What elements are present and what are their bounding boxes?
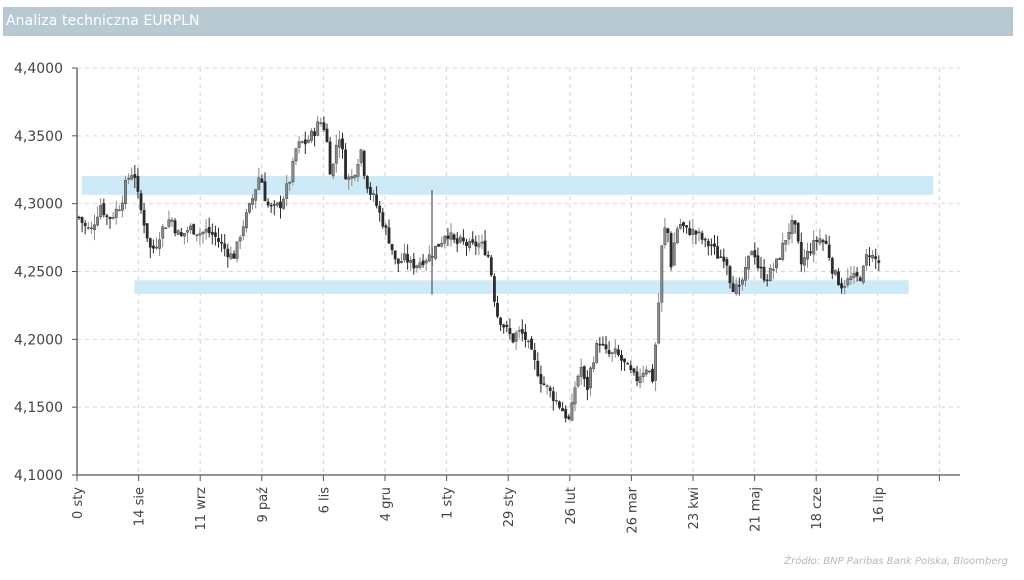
candles xyxy=(77,115,881,423)
x-tick-label: 9 paź xyxy=(256,487,271,523)
x-tick-label: 26 lut xyxy=(564,487,579,525)
x-tick-label: 23 kwi xyxy=(687,487,702,529)
x-tick-label: 0 sty xyxy=(71,487,86,519)
y-tick-label: 4,3500 xyxy=(14,129,63,145)
x-tick-label: 11 wrz xyxy=(194,487,209,531)
x-tick-label: 26 mar xyxy=(625,486,640,533)
y-tick-label: 4,1500 xyxy=(14,400,63,416)
x-tick-label: 21 maj xyxy=(749,487,764,532)
price-zone-band xyxy=(134,280,909,294)
x-tick-label: 14 sie xyxy=(133,487,148,526)
y-tick-label: 4,2000 xyxy=(14,332,63,348)
x-tick-label: 16 lip xyxy=(872,487,887,523)
y-tick-label: 4,4000 xyxy=(14,61,63,77)
y-tick-label: 4,1000 xyxy=(14,468,63,484)
y-tick-label: 4,3000 xyxy=(14,197,63,213)
chart-header: Analiza techniczna EURPLN xyxy=(3,7,1013,36)
y-tick-label: 4,2500 xyxy=(14,265,63,281)
price-zone-band xyxy=(81,175,934,195)
x-tick-label: 18 cze xyxy=(810,487,825,530)
source-note: Źródło: BNP Paribas Bank Polska, Bloombe… xyxy=(784,556,1008,567)
x-tick-label: 1 sty xyxy=(441,487,456,519)
x-tick-label: 4 gru xyxy=(379,487,394,521)
x-tick-label: 29 sty xyxy=(502,487,517,528)
x-tick-label: 6 lis xyxy=(317,487,332,514)
chart-title: Analiza techniczna EURPLN xyxy=(6,13,200,29)
